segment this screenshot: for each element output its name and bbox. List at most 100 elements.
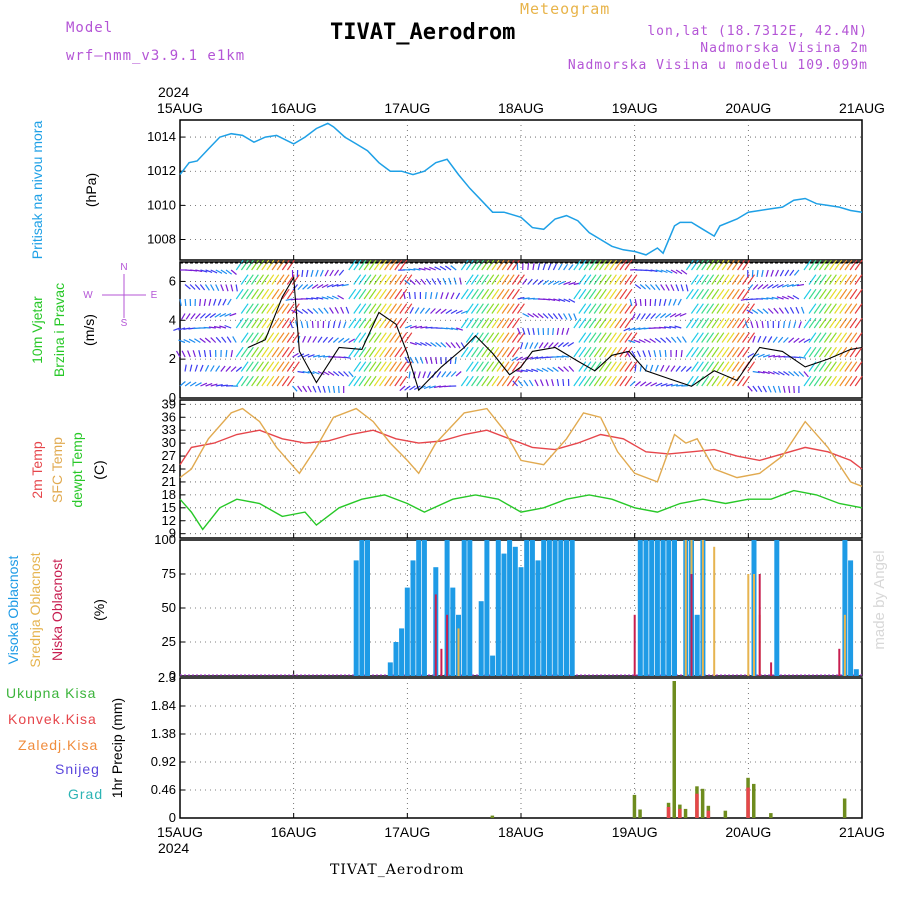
wind-arrow	[363, 259, 372, 271]
wind-arrow	[788, 385, 791, 393]
wind-arrow	[568, 298, 576, 303]
wind-arrow	[445, 342, 452, 349]
wind-arrow	[215, 365, 221, 372]
wind-arrow	[476, 303, 484, 314]
wind-arrow	[245, 361, 254, 372]
wind-arrow	[803, 259, 812, 271]
wind-arrow	[251, 346, 259, 358]
wind-arrow	[435, 356, 438, 364]
wind-arrow	[776, 283, 784, 289]
wind-arrow	[522, 297, 530, 300]
wind-arrow	[450, 265, 457, 271]
wind-arrow	[531, 368, 539, 373]
wind-arrow	[839, 317, 848, 329]
wind-arrow	[818, 274, 827, 285]
wind-arrow	[221, 336, 227, 343]
wind-arrow	[675, 284, 680, 292]
wind-arrow	[331, 283, 339, 288]
wind-arrow	[742, 259, 750, 271]
wind-arrow	[215, 284, 220, 292]
wind-arrow	[199, 364, 204, 372]
wind-arrow	[823, 332, 832, 343]
wind-arrow	[716, 346, 725, 358]
wind-arrow	[593, 274, 602, 285]
wind-arrow	[532, 313, 539, 319]
wind-arrow	[752, 335, 756, 343]
wind-arrow	[744, 321, 749, 329]
wind-arrow	[747, 361, 755, 372]
wind-arrow	[844, 303, 853, 314]
wind-arrow	[194, 364, 198, 372]
wind-arrow	[557, 342, 564, 348]
precip-bar	[752, 783, 756, 818]
wind-arrow	[854, 317, 863, 329]
wind-arrow	[465, 361, 474, 372]
compass-e: E	[151, 290, 158, 301]
wind-arrow	[327, 385, 331, 393]
wind-arrow	[189, 381, 197, 387]
wind-arrow	[614, 303, 622, 314]
wind-arrow	[762, 336, 767, 343]
wind-arrow	[486, 303, 495, 314]
wind-arrow	[654, 298, 657, 307]
wind-arrow	[543, 342, 549, 349]
wind-arrow	[556, 378, 560, 387]
wind-arrow	[511, 356, 518, 362]
wind-arrow	[521, 356, 529, 361]
wind-arrow	[726, 317, 735, 329]
cloud-bar	[495, 540, 501, 676]
wind-arrow	[276, 274, 285, 285]
wind-arrow	[506, 303, 515, 314]
wind-arrow	[655, 269, 663, 273]
wind-arrow	[394, 317, 403, 329]
wind-arrow	[384, 375, 392, 387]
wind-arrow	[307, 284, 314, 290]
wind-arrow	[578, 259, 587, 271]
wind-arrow	[261, 259, 270, 271]
wind-arrow	[399, 288, 408, 300]
wind-arrow	[665, 284, 670, 291]
cloud-bar	[694, 614, 700, 676]
cloud-y-tick-label: 50	[162, 600, 176, 615]
wind-arrow	[219, 312, 227, 318]
wind-arrow	[261, 288, 270, 300]
wind-arrow	[691, 259, 699, 271]
wind-arrow	[389, 288, 398, 300]
wind-arrow	[329, 307, 334, 314]
wind-arrow	[685, 375, 694, 387]
wind-arrow	[404, 356, 410, 364]
wind-arrow	[701, 332, 709, 343]
wind-arrow	[598, 346, 607, 358]
wind-arrow	[204, 364, 210, 372]
wind-arrow	[302, 370, 310, 374]
wind-arrow	[553, 298, 561, 302]
wind-arrow	[276, 303, 285, 314]
wind-arrow	[731, 332, 740, 343]
wind-arrow	[660, 337, 667, 343]
wind-arrow	[329, 269, 334, 277]
wind-arrow	[519, 342, 524, 350]
wind-arrow	[701, 375, 710, 387]
wind-arrow	[445, 309, 453, 314]
wind-arrow	[501, 259, 510, 271]
wind-arrow	[316, 283, 324, 289]
wind-arrow	[465, 288, 474, 300]
wind-arrow	[345, 306, 350, 314]
wind-arrow	[194, 338, 201, 344]
wind-arrow	[424, 356, 428, 364]
wind-arrow	[588, 332, 597, 343]
cloud-bar	[690, 574, 693, 676]
wind-arrow	[292, 385, 298, 392]
wind-arrow	[394, 288, 403, 300]
x-tick-label-top: 19AUG	[612, 100, 658, 116]
wind-arrow	[798, 371, 805, 377]
wind-arrow	[614, 317, 623, 329]
wind-arrow	[532, 327, 535, 336]
wind-arrow	[537, 263, 541, 271]
wind-arrow	[363, 317, 372, 329]
wind-arrow	[210, 269, 218, 274]
cloud-bar	[541, 540, 547, 676]
wind-arrow	[844, 259, 853, 271]
wind-arrow	[609, 303, 617, 314]
wind-arrow	[378, 259, 387, 271]
